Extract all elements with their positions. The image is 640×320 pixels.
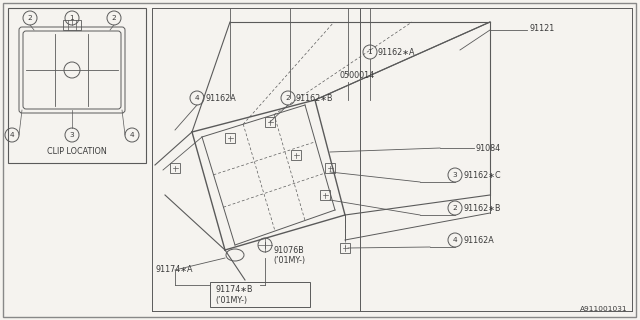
Text: 91162∗A: 91162∗A: [378, 47, 415, 57]
Text: 91162∗B: 91162∗B: [296, 93, 333, 102]
Text: 91162∗B: 91162∗B: [463, 204, 500, 212]
Text: (’01MY-): (’01MY-): [215, 295, 247, 305]
Text: 2: 2: [285, 95, 291, 101]
Text: 3: 3: [70, 132, 74, 138]
Bar: [340, 243, 350, 253]
Bar: [8, 8, 146, 163]
Text: 91174∗A: 91174∗A: [155, 266, 193, 275]
Text: 91162∗C: 91162∗C: [463, 171, 500, 180]
Text: 2: 2: [452, 205, 458, 211]
Text: 91076B: 91076B: [273, 245, 304, 254]
Bar: [170, 163, 180, 173]
Text: 1: 1: [367, 49, 372, 55]
Bar: [265, 117, 275, 127]
Text: 2: 2: [111, 15, 116, 21]
Text: 0500014: 0500014: [340, 70, 375, 79]
Text: 91174∗B: 91174∗B: [215, 285, 253, 294]
Bar: [63, 20, 81, 30]
Text: CLIP LOCATION: CLIP LOCATION: [47, 147, 107, 156]
Bar: [225, 133, 235, 143]
Bar: [325, 163, 335, 173]
Text: 91121: 91121: [530, 23, 556, 33]
Text: (’01MY-): (’01MY-): [273, 255, 305, 265]
Text: 4: 4: [130, 132, 134, 138]
Text: 91162A: 91162A: [205, 93, 236, 102]
Text: 91162A: 91162A: [463, 236, 493, 244]
Text: 91084: 91084: [475, 143, 500, 153]
Text: 4: 4: [10, 132, 14, 138]
Bar: [210, 282, 310, 307]
Text: 4: 4: [452, 237, 458, 243]
Text: 2: 2: [28, 15, 33, 21]
Bar: [291, 150, 301, 160]
Text: 4: 4: [195, 95, 199, 101]
Text: 1: 1: [70, 15, 74, 21]
Text: A911001031: A911001031: [580, 306, 628, 312]
Text: 3: 3: [452, 172, 458, 178]
Bar: [320, 190, 330, 200]
